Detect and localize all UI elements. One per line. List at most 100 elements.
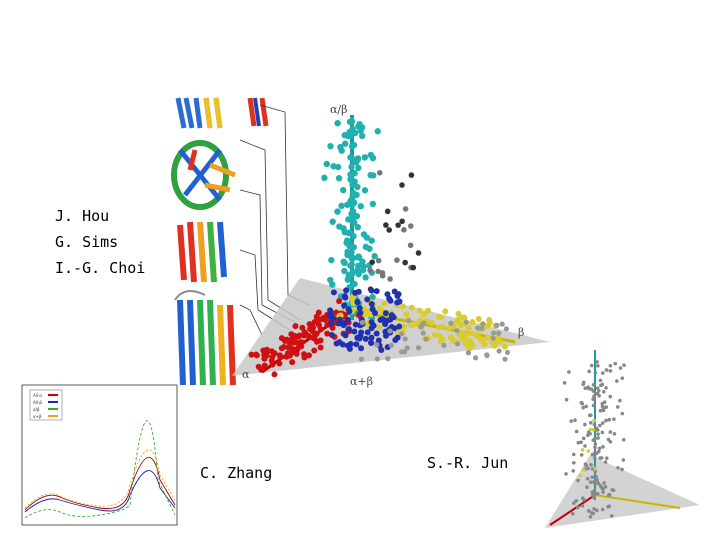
dot xyxy=(401,323,408,330)
dot xyxy=(364,329,371,336)
dot xyxy=(486,316,493,323)
dot xyxy=(348,210,355,218)
dot xyxy=(394,293,401,300)
dot xyxy=(349,181,356,188)
dot xyxy=(583,444,587,448)
dot xyxy=(379,272,386,279)
dot xyxy=(321,174,328,182)
dot xyxy=(345,325,352,332)
dot xyxy=(358,329,365,336)
dot xyxy=(357,309,364,316)
dot xyxy=(586,466,590,471)
dot xyxy=(324,330,331,337)
dot xyxy=(603,485,608,489)
dot xyxy=(399,182,405,188)
dot xyxy=(480,321,486,327)
dot xyxy=(360,263,367,270)
dot xyxy=(481,341,488,348)
dot xyxy=(305,333,312,340)
dot xyxy=(596,364,600,368)
dot xyxy=(361,154,369,161)
dot xyxy=(407,242,414,249)
dot xyxy=(378,346,385,353)
dot xyxy=(342,294,349,301)
dot xyxy=(597,393,602,398)
density-chart: All-α All-β α/β α+β xyxy=(21,384,178,526)
dot xyxy=(402,206,409,212)
dot xyxy=(374,128,381,135)
dot xyxy=(354,223,361,231)
dot xyxy=(604,418,608,423)
dot xyxy=(572,501,576,505)
dot xyxy=(439,336,446,343)
dot xyxy=(334,119,341,127)
dot xyxy=(591,511,596,516)
dot xyxy=(337,143,344,151)
dot xyxy=(485,322,492,329)
dot xyxy=(618,398,622,403)
dot xyxy=(288,349,295,356)
dot xyxy=(587,509,591,513)
dot xyxy=(501,343,508,350)
dot xyxy=(567,370,571,374)
dot xyxy=(463,331,470,338)
dot xyxy=(612,417,616,422)
dot xyxy=(596,432,600,436)
dot xyxy=(608,394,613,399)
dot xyxy=(583,386,588,391)
dot xyxy=(469,318,476,325)
dot xyxy=(604,368,609,372)
dot xyxy=(371,252,378,260)
dot xyxy=(581,498,586,502)
dot xyxy=(591,427,595,432)
dot xyxy=(375,268,381,275)
dot xyxy=(354,299,361,306)
dot xyxy=(311,347,318,354)
dot xyxy=(376,170,383,176)
dot xyxy=(492,339,499,346)
dot xyxy=(271,371,278,378)
dot xyxy=(594,426,599,431)
dot xyxy=(473,355,479,361)
dot xyxy=(445,325,452,332)
dot xyxy=(370,322,377,329)
dot xyxy=(591,397,595,402)
dot xyxy=(343,287,350,294)
dot xyxy=(595,360,599,364)
dot xyxy=(598,378,603,383)
small-axis xyxy=(594,494,681,509)
dot xyxy=(494,322,500,328)
dot xyxy=(382,332,389,339)
dot xyxy=(368,334,375,341)
dot xyxy=(463,319,469,325)
dot xyxy=(376,324,383,331)
dot xyxy=(601,389,606,394)
dot xyxy=(605,456,609,460)
dot xyxy=(327,142,334,150)
dot xyxy=(354,183,361,191)
dot xyxy=(589,463,593,467)
dot xyxy=(571,452,576,457)
dot xyxy=(596,388,601,393)
dot xyxy=(579,400,584,405)
dot xyxy=(592,418,596,423)
dot xyxy=(594,451,599,456)
dot xyxy=(576,440,581,445)
dot xyxy=(410,264,417,271)
dot xyxy=(317,344,324,351)
dot xyxy=(407,223,414,229)
dot xyxy=(403,311,410,318)
dot xyxy=(420,311,427,318)
author-name: G. Sims xyxy=(55,233,118,251)
dot xyxy=(398,349,405,355)
dot xyxy=(379,316,386,323)
dot xyxy=(416,307,423,314)
dot xyxy=(496,348,502,354)
dot xyxy=(620,411,625,416)
dot xyxy=(329,218,336,225)
dot xyxy=(285,344,292,351)
dot xyxy=(350,254,357,262)
dot xyxy=(361,305,368,312)
dot xyxy=(588,480,593,484)
small-scatter-dots xyxy=(562,360,626,519)
